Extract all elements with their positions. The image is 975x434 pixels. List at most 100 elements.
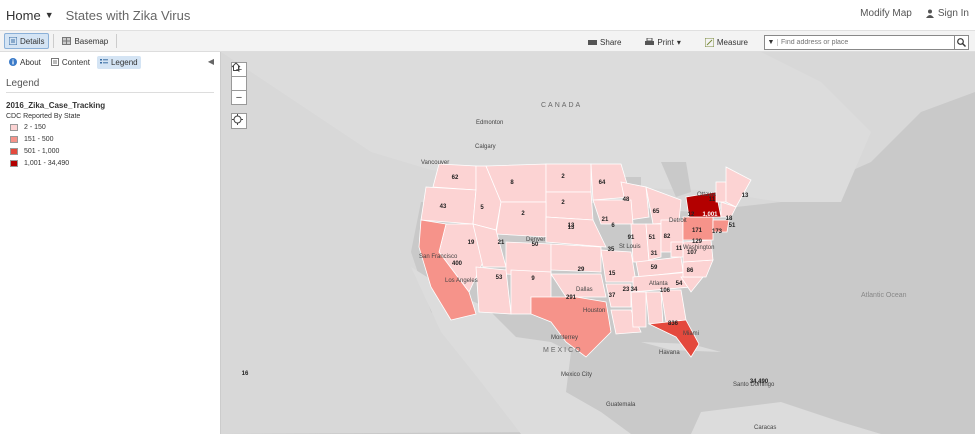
details-label[interactable]: Details: [20, 36, 45, 46]
label-calgary: Calgary: [475, 144, 496, 150]
home-menu[interactable]: Home ▼: [6, 8, 54, 23]
land-south-america: [691, 402, 881, 434]
label-denver: Denver: [526, 237, 546, 243]
state-value-pa: 171: [691, 228, 703, 234]
state-value-ky: 31: [650, 251, 658, 257]
state-value-mn: 64: [598, 180, 606, 186]
search-icon: [957, 37, 966, 47]
locate-button[interactable]: [231, 113, 247, 129]
details-button[interactable]: Details: [4, 33, 50, 49]
state-value-or: 43: [439, 204, 447, 210]
label-edmonton: Edmonton: [476, 120, 504, 126]
modify-map-link[interactable]: Modify Map: [860, 8, 912, 19]
state-value-ny: 1,001: [702, 212, 718, 218]
measure-button[interactable]: Measure: [701, 34, 752, 50]
state-ok: [550, 273, 607, 298]
state-value-in: 51: [648, 235, 656, 241]
state-sd: [545, 191, 594, 221]
label-washington: Washington: [683, 245, 715, 251]
state-or: [420, 186, 477, 225]
tab-about[interactable]: About: [6, 56, 44, 69]
state-value-al: 106: [659, 288, 671, 294]
state-value-oh: 82: [663, 234, 671, 240]
state-tx: [530, 296, 612, 358]
label-mexico: MEXICO: [543, 347, 583, 354]
state-value-nc: 107: [686, 250, 698, 256]
label-canada: CANADA: [541, 102, 583, 109]
state-value-wv: 11: [675, 246, 683, 252]
label-monterrey: Monterrey: [551, 335, 579, 341]
state-in: [645, 223, 662, 261]
tab-legend-label[interactable]: Legend: [110, 57, 138, 67]
state-value-ct: 173: [711, 229, 723, 235]
state-value-sd: 2: [561, 200, 565, 206]
home-extent-button[interactable]: [231, 62, 247, 91]
search-button[interactable]: [954, 35, 968, 49]
tab-content[interactable]: Content: [48, 56, 93, 69]
state-value-va: 129: [691, 239, 703, 245]
state-wv: [670, 241, 684, 258]
print-label[interactable]: Print: [657, 37, 674, 47]
legend-heading: Legend: [6, 78, 214, 93]
label-los-angeles: Los Angeles: [445, 278, 478, 284]
details-icon: [9, 37, 17, 45]
state-value-sc: 86: [686, 268, 694, 274]
legend-class-label: 2 - 150: [24, 123, 46, 131]
label-ottawa: Ottawa: [697, 192, 717, 198]
state-ks: [550, 243, 602, 273]
zoom-out-button[interactable]: −: [231, 90, 247, 105]
map-title: States with Zika Virus: [65, 7, 191, 23]
state-value-vt: 11: [708, 197, 716, 203]
state-value-tx: 291: [565, 295, 577, 301]
tab-about-label[interactable]: About: [20, 57, 41, 67]
legend-swatch: [10, 159, 18, 167]
state-value-mi2: 65: [652, 209, 660, 215]
label-mexico-city: Mexico City: [561, 372, 593, 378]
share-button[interactable]: Share: [584, 34, 625, 50]
legend-class-label: 151 - 500: [24, 135, 54, 143]
state-value-hi: 16: [241, 371, 249, 377]
sign-in-link[interactable]: Sign In: [925, 8, 969, 19]
share-icon: [588, 39, 598, 45]
label-houston: Houston: [583, 308, 606, 314]
state-value-ar: 37: [608, 293, 616, 299]
state-value-sd2: 35: [607, 247, 615, 253]
state-ne: [545, 216, 607, 248]
legend-class-label: 501 - 1,000: [24, 147, 60, 155]
caret-down-icon[interactable]: ▾: [676, 37, 681, 47]
content-icon: [50, 58, 59, 66]
state-fl: [647, 319, 700, 358]
basemap-button[interactable]: Basemap: [58, 33, 112, 49]
locate-icon: [232, 114, 243, 125]
legend-swatch: [10, 123, 18, 131]
measure-icon: [704, 37, 714, 47]
state-vt: [715, 181, 727, 203]
search-box[interactable]: ▼: [764, 34, 969, 50]
sign-in-label[interactable]: Sign In: [937, 8, 969, 19]
basemap-label[interactable]: Basemap: [74, 36, 109, 46]
state-value-nh: 18: [725, 216, 733, 222]
caret-down-icon[interactable]: ▼: [44, 10, 54, 20]
printer-icon: [645, 38, 655, 45]
search-input[interactable]: [778, 38, 954, 46]
label-detroit: Detroit: [669, 218, 687, 224]
state-value-tn: 59: [650, 265, 658, 271]
label-atlanta: Atlanta: [649, 281, 668, 287]
state-value-fl: 836: [667, 321, 679, 327]
state-ar: [605, 283, 632, 308]
legend-class-label: 1,001 - 34,490: [24, 159, 70, 167]
tab-content-label[interactable]: Content: [61, 57, 90, 67]
collapse-panel-icon[interactable]: ◀: [207, 57, 214, 66]
panel-tabs: About Content Legend: [0, 52, 220, 72]
state-value-la: 23: [622, 287, 630, 293]
state-value-id: 5: [480, 205, 484, 211]
search-source-dropdown[interactable]: ▼: [765, 38, 778, 46]
state-value-me: 13: [741, 193, 749, 199]
map-view[interactable]: CANADA Edmonton Calgary Vancouver Ottawa…: [221, 52, 975, 434]
home-label[interactable]: Home: [6, 7, 41, 23]
print-button[interactable]: Print ▾: [641, 34, 684, 50]
measure-label[interactable]: Measure: [716, 37, 748, 47]
state-value-ks: 13: [567, 223, 575, 229]
share-label[interactable]: Share: [600, 37, 622, 47]
tab-legend[interactable]: Legend: [96, 55, 141, 69]
